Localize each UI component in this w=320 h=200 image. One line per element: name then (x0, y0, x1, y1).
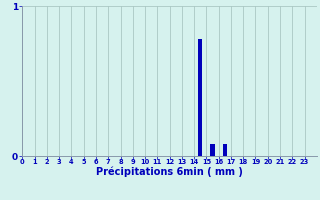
Bar (223, 144, 227, 156)
Bar (210, 144, 215, 156)
Bar (198, 39, 203, 156)
X-axis label: Précipitations 6min ( mm ): Précipitations 6min ( mm ) (96, 167, 243, 177)
